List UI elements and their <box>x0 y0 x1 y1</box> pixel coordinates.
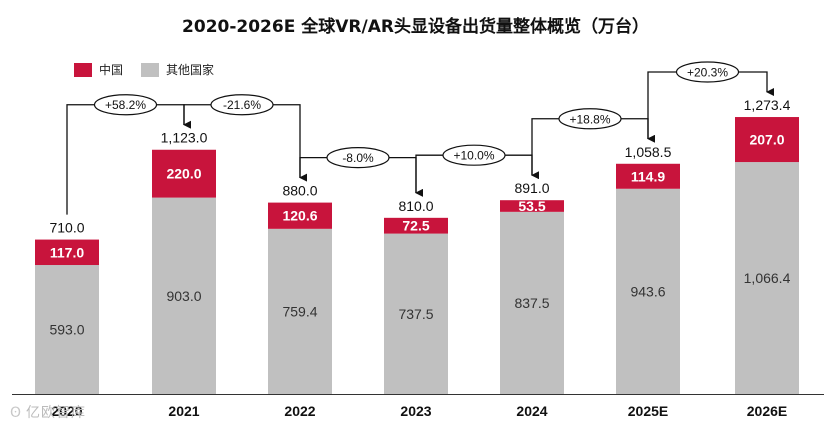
label-total-2025E: 1,058.5 <box>625 144 672 160</box>
growth-oval-2 <box>326 147 390 169</box>
legend-item-china: 中国 <box>74 61 123 78</box>
watermark-text: 亿欧智库 <box>26 405 87 421</box>
bar-china-2026E <box>735 117 799 163</box>
bar-china-2024 <box>500 200 564 212</box>
x-tick-2025E: 2025E <box>628 403 668 419</box>
bar-china-2025E <box>616 163 680 189</box>
label-others-2023: 737.5 <box>398 306 433 322</box>
label-china-2023: 72.5 <box>402 218 429 234</box>
label-others-2024: 837.5 <box>514 295 549 311</box>
watermark: ʘ 亿欧智库 <box>10 402 86 422</box>
label-total-2020: 710.0 <box>49 220 84 236</box>
bar-others-2020 <box>35 265 99 394</box>
label-total-2026E: 1,273.4 <box>744 97 791 113</box>
label-china-2020: 117.0 <box>50 244 84 260</box>
chart-title: 2020-2026E 全球VR/AR头显设备出货量整体概览（万台） <box>182 17 649 37</box>
label-total-2024: 891.0 <box>514 180 549 196</box>
label-others-2026E: 1,066.4 <box>744 270 791 286</box>
growth-oval-0 <box>93 94 158 116</box>
x-tick-2022: 2022 <box>284 403 315 419</box>
label-china-2024: 53.5 <box>518 198 545 214</box>
legend: 中国 其他国家 <box>74 61 232 78</box>
bar-others-2022 <box>268 228 332 394</box>
growth-oval-3 <box>442 144 506 166</box>
bar-china-2021 <box>152 149 216 198</box>
legend-label-others: 其他国家 <box>166 63 215 77</box>
label-others-2020: 593.0 <box>49 322 84 338</box>
label-china-2022: 120.6 <box>282 208 317 224</box>
label-total-2023: 810.0 <box>398 198 433 214</box>
label-others-2021: 903.0 <box>166 288 201 304</box>
growth-label-1: -21.6% <box>223 98 261 112</box>
x-tick-2021: 2021 <box>168 403 199 419</box>
x-tick-2024: 2024 <box>516 403 547 419</box>
bar-china-2022 <box>268 202 332 229</box>
label-others-2025E: 943.6 <box>630 283 665 299</box>
legend-item-others: 其他国家 <box>141 61 214 78</box>
growth-label-3: +10.0% <box>453 149 494 163</box>
growth-oval-5 <box>675 61 740 83</box>
growth-label-2: -8.0% <box>342 151 374 165</box>
x-tick-2026E: 2026E <box>747 403 787 419</box>
bar-others-2026E <box>735 162 799 394</box>
label-others-2022: 759.4 <box>282 303 317 319</box>
legend-swatch-china <box>74 62 92 77</box>
legend-label-china: 中国 <box>99 63 124 77</box>
bar-china-2023 <box>384 217 448 234</box>
bar-others-2024 <box>500 211 564 394</box>
growth-label-4: +18.8% <box>569 112 610 126</box>
legend-swatch-others <box>141 62 160 77</box>
x-tick-2023: 2023 <box>400 403 431 419</box>
bar-china-2020 <box>35 239 99 266</box>
growth-oval-4 <box>558 108 622 130</box>
bar-others-2021 <box>152 197 216 394</box>
label-total-2022: 880.0 <box>282 183 317 199</box>
label-total-2021: 1,123.0 <box>161 130 208 146</box>
label-china-2026E: 207.0 <box>749 132 784 148</box>
watermark-logo-icon: ʘ <box>10 405 23 421</box>
x-tick-2020: 2020 <box>51 403 82 419</box>
growth-label-0: +58.2% <box>105 98 146 112</box>
bar-others-2023 <box>384 233 448 394</box>
bar-others-2025E <box>616 188 680 394</box>
growth-oval-1 <box>210 94 274 116</box>
label-china-2025E: 114.9 <box>631 168 665 184</box>
label-china-2021: 220.0 <box>166 166 201 182</box>
growth-label-5: +20.3% <box>687 66 728 80</box>
